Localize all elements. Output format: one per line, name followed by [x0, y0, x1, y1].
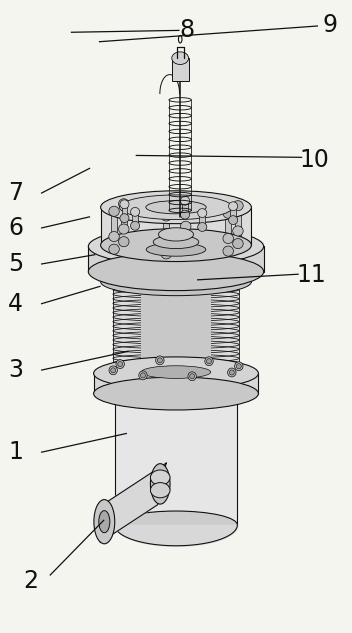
Ellipse shape: [150, 482, 170, 498]
Ellipse shape: [109, 206, 119, 216]
Ellipse shape: [109, 232, 119, 242]
Bar: [88, 246, 264, 272]
Ellipse shape: [139, 371, 147, 380]
Ellipse shape: [207, 359, 212, 364]
Ellipse shape: [233, 201, 243, 211]
Ellipse shape: [99, 511, 110, 533]
Ellipse shape: [150, 470, 170, 485]
Text: 1: 1: [8, 441, 23, 464]
Bar: [132, 212, 138, 226]
Ellipse shape: [101, 229, 251, 261]
Bar: [101, 207, 251, 245]
Ellipse shape: [146, 243, 206, 256]
Ellipse shape: [119, 195, 233, 220]
Ellipse shape: [205, 357, 213, 366]
Ellipse shape: [230, 370, 234, 375]
Text: 9: 9: [323, 13, 338, 37]
Ellipse shape: [198, 209, 207, 218]
Ellipse shape: [131, 222, 140, 230]
Ellipse shape: [223, 208, 233, 218]
Ellipse shape: [115, 379, 237, 406]
Ellipse shape: [94, 357, 258, 390]
Ellipse shape: [119, 237, 129, 247]
Bar: [111, 211, 117, 249]
Ellipse shape: [233, 226, 243, 236]
Polygon shape: [100, 463, 166, 542]
Ellipse shape: [181, 196, 190, 205]
Ellipse shape: [158, 228, 194, 241]
Ellipse shape: [223, 246, 233, 256]
Bar: [101, 270, 251, 282]
Ellipse shape: [181, 234, 191, 244]
Ellipse shape: [181, 210, 190, 219]
Ellipse shape: [109, 244, 119, 254]
Bar: [225, 213, 231, 251]
Ellipse shape: [153, 235, 199, 249]
Bar: [182, 201, 188, 215]
Text: 11: 11: [296, 263, 326, 287]
Ellipse shape: [116, 360, 124, 368]
Bar: [113, 280, 239, 372]
Ellipse shape: [101, 191, 251, 223]
Ellipse shape: [109, 366, 117, 375]
Ellipse shape: [172, 52, 189, 65]
Text: 8: 8: [179, 18, 194, 42]
Text: 4: 4: [8, 292, 23, 316]
Ellipse shape: [119, 224, 129, 234]
Ellipse shape: [94, 499, 115, 544]
Ellipse shape: [181, 196, 191, 206]
Ellipse shape: [118, 361, 122, 367]
Ellipse shape: [228, 368, 236, 377]
Ellipse shape: [161, 236, 171, 246]
Ellipse shape: [233, 239, 243, 249]
Ellipse shape: [237, 364, 241, 369]
Ellipse shape: [146, 201, 206, 214]
Ellipse shape: [223, 234, 233, 244]
Ellipse shape: [228, 202, 238, 211]
Text: 3: 3: [8, 358, 23, 382]
Ellipse shape: [111, 368, 115, 373]
Ellipse shape: [101, 256, 251, 284]
Bar: [230, 206, 236, 220]
Ellipse shape: [94, 377, 258, 410]
Bar: [235, 206, 241, 244]
Ellipse shape: [161, 249, 171, 259]
Ellipse shape: [181, 221, 191, 231]
Ellipse shape: [141, 274, 211, 287]
Ellipse shape: [115, 511, 237, 539]
Ellipse shape: [190, 373, 195, 379]
Ellipse shape: [88, 253, 264, 291]
Bar: [200, 213, 205, 227]
Ellipse shape: [157, 358, 162, 363]
Ellipse shape: [101, 268, 251, 296]
Ellipse shape: [120, 200, 129, 209]
Ellipse shape: [119, 199, 129, 209]
Bar: [94, 373, 258, 394]
Bar: [122, 204, 127, 218]
Bar: [121, 204, 127, 242]
Text: 2: 2: [23, 568, 38, 592]
Ellipse shape: [120, 214, 129, 223]
Bar: [141, 280, 211, 372]
Text: 5: 5: [8, 252, 23, 276]
Text: 7: 7: [8, 181, 23, 205]
Ellipse shape: [235, 362, 243, 371]
Ellipse shape: [150, 463, 170, 504]
Ellipse shape: [198, 223, 207, 232]
Ellipse shape: [156, 356, 164, 365]
Ellipse shape: [88, 227, 264, 265]
Ellipse shape: [228, 216, 238, 225]
Ellipse shape: [138, 263, 214, 278]
Text: 6: 6: [8, 216, 23, 240]
Bar: [183, 201, 189, 239]
Ellipse shape: [131, 208, 140, 216]
Bar: [163, 216, 169, 254]
Ellipse shape: [140, 373, 145, 378]
Ellipse shape: [188, 372, 196, 380]
Bar: [172, 58, 189, 81]
Bar: [115, 392, 237, 525]
Ellipse shape: [161, 211, 171, 221]
Text: 10: 10: [300, 148, 329, 172]
Ellipse shape: [141, 366, 211, 379]
